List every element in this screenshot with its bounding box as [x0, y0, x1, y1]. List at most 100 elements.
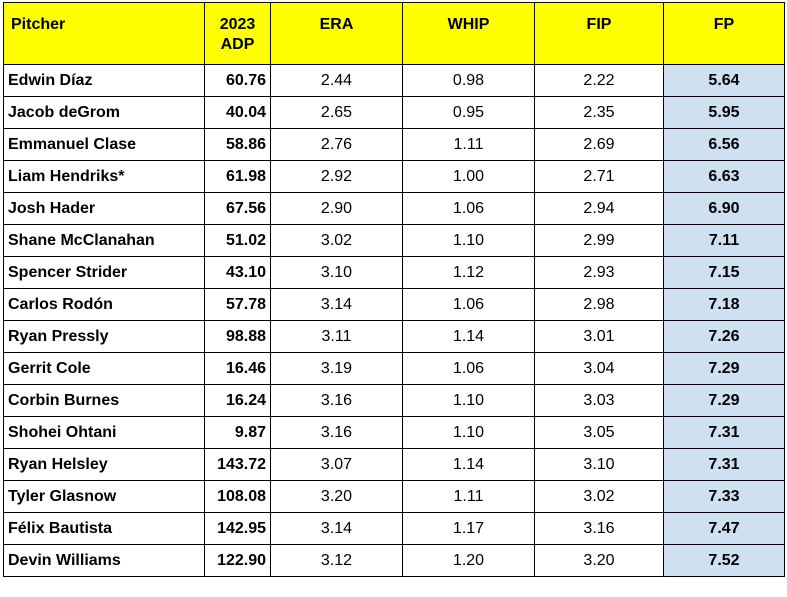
cell-fp: 7.31	[663, 448, 785, 481]
cell-fip: 2.69	[534, 128, 664, 161]
cell-fp: 7.29	[663, 384, 785, 417]
header-adp-line2: ADP	[220, 36, 255, 53]
cell-adp: 122.90	[204, 544, 271, 577]
cell-era: 3.02	[270, 224, 403, 257]
cell-pitcher: Ryan Helsley	[3, 448, 205, 481]
cell-adp: 60.76	[204, 64, 271, 97]
cell-era: 2.65	[270, 96, 403, 129]
cell-era: 3.12	[270, 544, 403, 577]
cell-adp: 61.98	[204, 160, 271, 193]
cell-whip: 0.98	[402, 64, 535, 97]
table-row: Jacob deGrom 40.04 2.65 0.95 2.35 5.95	[3, 96, 785, 129]
header-adp-line1: 2023	[219, 16, 256, 33]
cell-era: 3.14	[270, 288, 403, 321]
cell-adp: 67.56	[204, 192, 271, 225]
cell-era: 3.14	[270, 512, 403, 545]
table-row: Carlos Rodón 57.78 3.14 1.06 2.98 7.18	[3, 288, 785, 321]
cell-fip: 3.16	[534, 512, 664, 545]
cell-fp: 7.26	[663, 320, 785, 353]
cell-fp: 5.64	[663, 64, 785, 97]
cell-whip: 1.00	[402, 160, 535, 193]
header-era: ERA	[270, 2, 403, 65]
cell-fp: 7.52	[663, 544, 785, 577]
cell-fip: 2.35	[534, 96, 664, 129]
table-row: Tyler Glasnow 108.08 3.20 1.11 3.02 7.33	[3, 480, 785, 513]
cell-fip: 3.20	[534, 544, 664, 577]
cell-era: 3.19	[270, 352, 403, 385]
cell-adp: 16.46	[204, 352, 271, 385]
header-fip: FIP	[534, 2, 664, 65]
cell-era: 3.11	[270, 320, 403, 353]
header-row: Pitcher 2023 ADP ERA WHIP FIP FP	[3, 2, 785, 65]
cell-adp: 143.72	[204, 448, 271, 481]
cell-fp: 7.31	[663, 416, 785, 449]
cell-era: 2.76	[270, 128, 403, 161]
cell-fp: 7.11	[663, 224, 785, 257]
cell-era: 3.16	[270, 384, 403, 417]
cell-adp: 98.88	[204, 320, 271, 353]
table-row: Liam Hendriks* 61.98 2.92 1.00 2.71 6.63	[3, 160, 785, 193]
cell-fp: 7.15	[663, 256, 785, 289]
table-row: Emmanuel Clase 58.86 2.76 1.11 2.69 6.56	[3, 128, 785, 161]
cell-fip: 2.71	[534, 160, 664, 193]
cell-adp: 51.02	[204, 224, 271, 257]
cell-adp: 43.10	[204, 256, 271, 289]
cell-fip: 3.10	[534, 448, 664, 481]
header-whip: WHIP	[402, 2, 535, 65]
table-row: Spencer Strider 43.10 3.10 1.12 2.93 7.15	[3, 256, 785, 289]
cell-whip: 1.14	[402, 320, 535, 353]
cell-adp: 16.24	[204, 384, 271, 417]
table-row: Corbin Burnes 16.24 3.16 1.10 3.03 7.29	[3, 384, 785, 417]
cell-whip: 1.14	[402, 448, 535, 481]
cell-pitcher: Shane McClanahan	[3, 224, 205, 257]
cell-adp: 9.87	[204, 416, 271, 449]
cell-whip: 1.11	[402, 128, 535, 161]
cell-pitcher: Corbin Burnes	[3, 384, 205, 417]
cell-fip: 2.93	[534, 256, 664, 289]
cell-fip: 2.94	[534, 192, 664, 225]
cell-pitcher: Ryan Pressly	[3, 320, 205, 353]
cell-fip: 2.22	[534, 64, 664, 97]
cell-pitcher: Emmanuel Clase	[3, 128, 205, 161]
table-row: Ryan Pressly 98.88 3.11 1.14 3.01 7.26	[3, 320, 785, 353]
cell-fip: 3.02	[534, 480, 664, 513]
cell-pitcher: Liam Hendriks*	[3, 160, 205, 193]
header-pitcher: Pitcher	[3, 2, 205, 65]
table-header: Pitcher 2023 ADP ERA WHIP FIP FP	[3, 2, 785, 65]
table-row: Félix Bautista 142.95 3.14 1.17 3.16 7.47	[3, 512, 785, 545]
cell-fp: 7.47	[663, 512, 785, 545]
cell-fp: 5.95	[663, 96, 785, 129]
cell-fip: 2.99	[534, 224, 664, 257]
cell-fip: 3.04	[534, 352, 664, 385]
pitcher-stats-table: Pitcher 2023 ADP ERA WHIP FIP FP Edwin Dí…	[3, 2, 785, 577]
table-row: Edwin Díaz 60.76 2.44 0.98 2.22 5.64	[3, 64, 785, 97]
cell-whip: 1.10	[402, 416, 535, 449]
cell-pitcher: Félix Bautista	[3, 512, 205, 545]
cell-era: 2.90	[270, 192, 403, 225]
table-row: Josh Hader 67.56 2.90 1.06 2.94 6.90	[3, 192, 785, 225]
header-fp: FP	[663, 2, 785, 65]
cell-era: 3.20	[270, 480, 403, 513]
cell-fip: 3.05	[534, 416, 664, 449]
cell-whip: 1.20	[402, 544, 535, 577]
cell-fp: 7.18	[663, 288, 785, 321]
cell-era: 2.92	[270, 160, 403, 193]
cell-pitcher: Josh Hader	[3, 192, 205, 225]
table-row: Shane McClanahan 51.02 3.02 1.10 2.99 7.11	[3, 224, 785, 257]
cell-fip: 3.01	[534, 320, 664, 353]
cell-adp: 57.78	[204, 288, 271, 321]
cell-fip: 3.03	[534, 384, 664, 417]
cell-whip: 1.11	[402, 480, 535, 513]
cell-fp: 6.90	[663, 192, 785, 225]
cell-pitcher: Edwin Díaz	[3, 64, 205, 97]
cell-adp: 142.95	[204, 512, 271, 545]
cell-era: 3.07	[270, 448, 403, 481]
cell-fp: 7.29	[663, 352, 785, 385]
cell-whip: 1.17	[402, 512, 535, 545]
cell-whip: 1.06	[402, 192, 535, 225]
cell-pitcher: Spencer Strider	[3, 256, 205, 289]
cell-pitcher: Devin Williams	[3, 544, 205, 577]
cell-era: 3.10	[270, 256, 403, 289]
cell-fp: 6.56	[663, 128, 785, 161]
cell-era: 3.16	[270, 416, 403, 449]
